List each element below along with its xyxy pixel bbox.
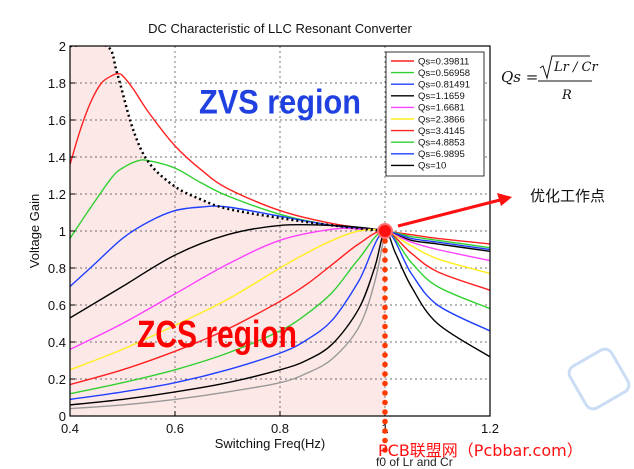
marker-dot-5	[382, 285, 388, 292]
legend-label-7: Qs=4.8853	[418, 138, 465, 149]
zvs-zcs-boundary	[70, 46, 386, 233]
chart-title: DC Characteristic of LLC Resonant Conver…	[148, 21, 412, 36]
legend-label-1: Qs=0.56958	[418, 68, 470, 79]
series-line-4	[70, 227, 490, 351]
y-tick-label-4: 0.8	[48, 261, 66, 276]
marker-dot-11	[382, 342, 388, 349]
formula-numerator: Lr / Cr	[553, 60, 598, 75]
y-axis-label: Voltage Gain	[27, 194, 42, 268]
y-tick-label-1: 0.2	[48, 372, 66, 387]
y-tick-label-7: 1.4	[48, 150, 66, 165]
marker-dot-18	[382, 409, 388, 415]
marker-dot-0	[382, 238, 388, 244]
marker-dot-1	[382, 247, 388, 254]
sqrt-sign	[539, 55, 590, 80]
marker-dot-10	[382, 333, 388, 339]
formula-lhs: Qs =	[501, 68, 538, 86]
series-line-1	[70, 159, 490, 249]
y-tick-label-3: 0.6	[48, 298, 66, 313]
marker-dot-14	[382, 371, 388, 377]
marker-dot-16	[382, 390, 388, 396]
legend-label-0: Qs=0.39811	[418, 56, 469, 67]
x-tick-label-0: 0.4	[61, 421, 79, 436]
zvs-region-label: ZVS region	[199, 84, 361, 122]
series-line-10	[70, 230, 386, 410]
formula-denominator: R	[561, 88, 572, 103]
series-line-2	[70, 205, 490, 288]
series-line-5	[70, 228, 490, 371]
marker-dot-22	[382, 447, 388, 453]
optimal-point	[377, 223, 393, 239]
y-tick-label-8: 1.6	[48, 113, 66, 128]
y-tick-label-9: 1.8	[48, 76, 66, 91]
marker-dot-13	[382, 361, 388, 368]
watermark-text: PCB联盟网（Pcbbar.com）	[378, 441, 583, 460]
marker-dot-4	[382, 276, 388, 282]
legend-label-5: Qs=2.3866	[418, 114, 465, 125]
marker-dot-3	[382, 266, 388, 273]
marker-dot-9	[382, 323, 388, 330]
legend-label-8: Qs=6.9895	[418, 149, 465, 160]
y-tick-label-10: 2	[59, 39, 66, 54]
x-tick-label-1: 0.6	[166, 421, 184, 436]
legend-label-6: Qs=3.4145	[418, 126, 465, 137]
f0-vertical-marker	[382, 238, 388, 453]
marker-dot-15	[382, 380, 388, 387]
marker-dot-8	[382, 314, 388, 320]
watermark-logo	[567, 347, 631, 411]
legend-label-3: Qs=1.1659	[418, 91, 465, 102]
marker-dot-21	[382, 437, 388, 444]
y-tick-label-6: 1.2	[48, 187, 66, 202]
legend: Qs=0.39811Qs=0.56958Qs=0.81491Qs=1.1659Q…	[385, 51, 485, 177]
series-line-9	[70, 230, 490, 406]
y-tick-label-5: 1	[59, 224, 66, 239]
marker-dot-7	[382, 304, 388, 311]
y-tick-label-0: 0	[59, 409, 66, 424]
series-line-7	[70, 230, 490, 395]
series-line-6	[70, 230, 490, 386]
x-tick-label-2: 0.8	[271, 421, 289, 436]
zcs-region-label: ZCS region	[137, 314, 297, 356]
marker-dot-20	[382, 428, 388, 434]
marker-dot-6	[382, 295, 388, 301]
y-axis: 0 0.2 0.4 0.6 0.8 1 1.2 1.4 1.6 1.8 2	[48, 39, 75, 424]
y-tick-label-2: 0.4	[48, 335, 66, 350]
qs-formula: Qs = Lr / Cr R	[501, 55, 598, 103]
x-axis-label: Switching Freq(Hz)	[215, 436, 326, 451]
marker-dot-17	[382, 399, 388, 406]
optimal-point-arrow	[397, 193, 512, 228]
legend-label-2: Qs=0.81491	[418, 80, 470, 91]
x-tick-label-4: 1.2	[481, 421, 499, 436]
legend-label-9: Qs=10	[418, 161, 446, 172]
series-line-8	[70, 230, 490, 401]
marker-dot-2	[382, 257, 388, 263]
optimal-point-label: 优化工作点	[530, 187, 605, 205]
marker-dot-19	[382, 418, 388, 425]
zcs-region-shade	[70, 46, 385, 416]
marker-dot-12	[382, 352, 388, 358]
legend-label-4: Qs=1.6681	[418, 103, 465, 114]
f0-label: f0 of Lr and Cr	[376, 455, 453, 469]
